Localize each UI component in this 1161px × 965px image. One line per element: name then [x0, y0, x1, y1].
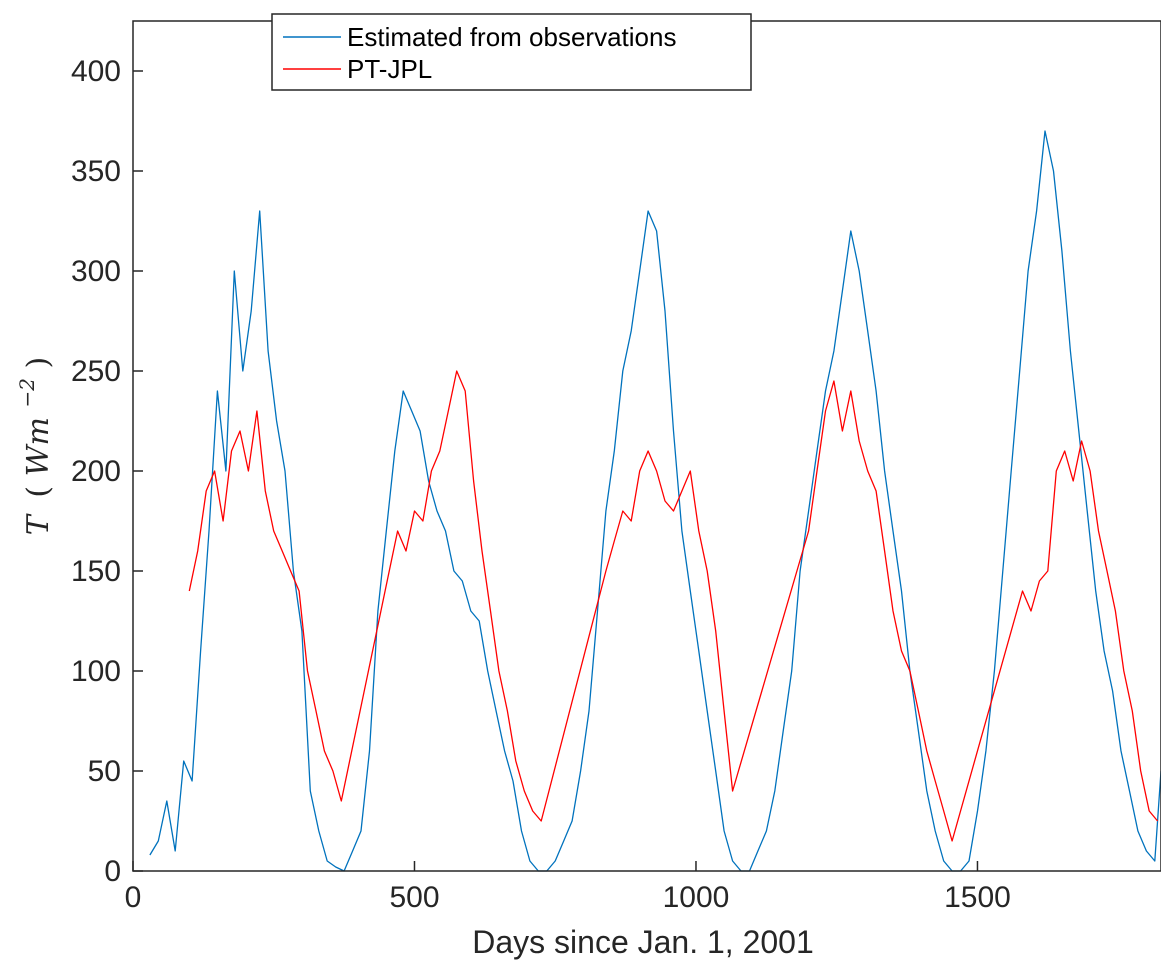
- y-tick-label: 200: [71, 455, 121, 488]
- series-line-ptjpl: [188, 370, 1159, 842]
- y-tick-label: 250: [71, 355, 121, 388]
- y-axis-label-exponent: −2: [15, 378, 39, 407]
- plot-area: [133, 21, 1161, 871]
- x-tick-label: 1000: [663, 881, 730, 914]
- x-tick-label: 0: [125, 881, 142, 914]
- series-layer: [149, 130, 1161, 872]
- y-tick-label: 400: [71, 55, 121, 88]
- y-axis-label: T ( Wm −2 ): [7, 357, 56, 535]
- ticks-layer: 0 500 1000 1500 0 50 100 150 200 250 300 350 400: [71, 55, 1011, 914]
- series-line-observations: [149, 130, 1161, 872]
- legend-box: [271, 13, 752, 91]
- y-axis-label-open: (: [21, 486, 56, 498]
- y-tick-label: 0: [104, 855, 121, 888]
- x-axis-label: Days since Jan. 1, 2001: [472, 924, 814, 960]
- legend-label-ptjpl: PT-JPL: [347, 54, 432, 84]
- y-axis-label-unit: Wm: [21, 417, 56, 476]
- legend: Estimated from observations PT-JPL: [271, 13, 752, 91]
- y-tick-label: 300: [71, 255, 121, 288]
- y-tick-label: 100: [71, 655, 121, 688]
- y-axis-label-close: ): [21, 357, 56, 369]
- x-tick-label: 1500: [944, 881, 1011, 914]
- y-tick-label: 350: [71, 155, 121, 188]
- y-tick-label: 150: [71, 555, 121, 588]
- y-tick-label: 50: [88, 755, 121, 788]
- x-tick-label: 500: [389, 881, 439, 914]
- legend-label-observations: Estimated from observations: [347, 22, 676, 52]
- y-axis-label-var: T: [21, 513, 56, 535]
